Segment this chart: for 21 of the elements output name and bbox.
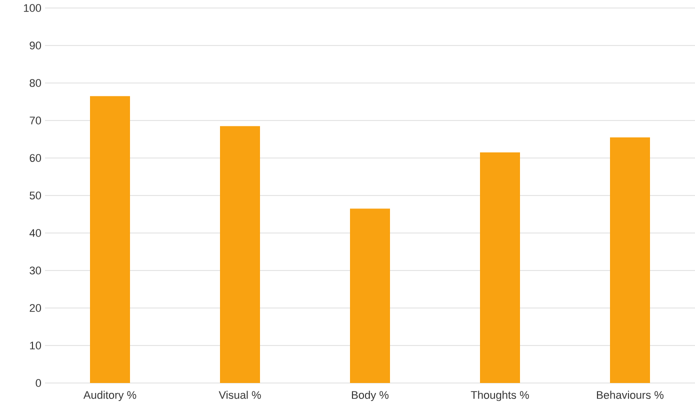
- y-tick-label: 0: [36, 379, 42, 387]
- y-tick-label: 10: [30, 342, 42, 350]
- y-tick-label: 80: [30, 79, 42, 87]
- y-tick-label: 100: [24, 4, 42, 12]
- x-tick-label: Body %: [352, 390, 389, 402]
- y-tick-label: 50: [30, 192, 42, 200]
- x-tick-label: Auditory %: [83, 390, 136, 402]
- y-tick-label: 70: [30, 116, 42, 124]
- y-tick-label: 60: [30, 154, 42, 162]
- x-tick-label: Thoughts %: [470, 390, 529, 402]
- bar: [350, 208, 390, 383]
- x-tick-label: Behaviours %: [596, 390, 664, 399]
- bar: [220, 126, 260, 383]
- y-tick-label: 90: [30, 42, 42, 50]
- bar: [480, 152, 520, 383]
- bar: [610, 137, 650, 383]
- y-tick-label: 40: [29, 229, 42, 237]
- y-tick-label: 20: [30, 304, 42, 312]
- bar: [90, 96, 130, 383]
- x-tick-label: Visual %: [218, 390, 261, 399]
- y-tick-label: 30: [30, 266, 42, 274]
